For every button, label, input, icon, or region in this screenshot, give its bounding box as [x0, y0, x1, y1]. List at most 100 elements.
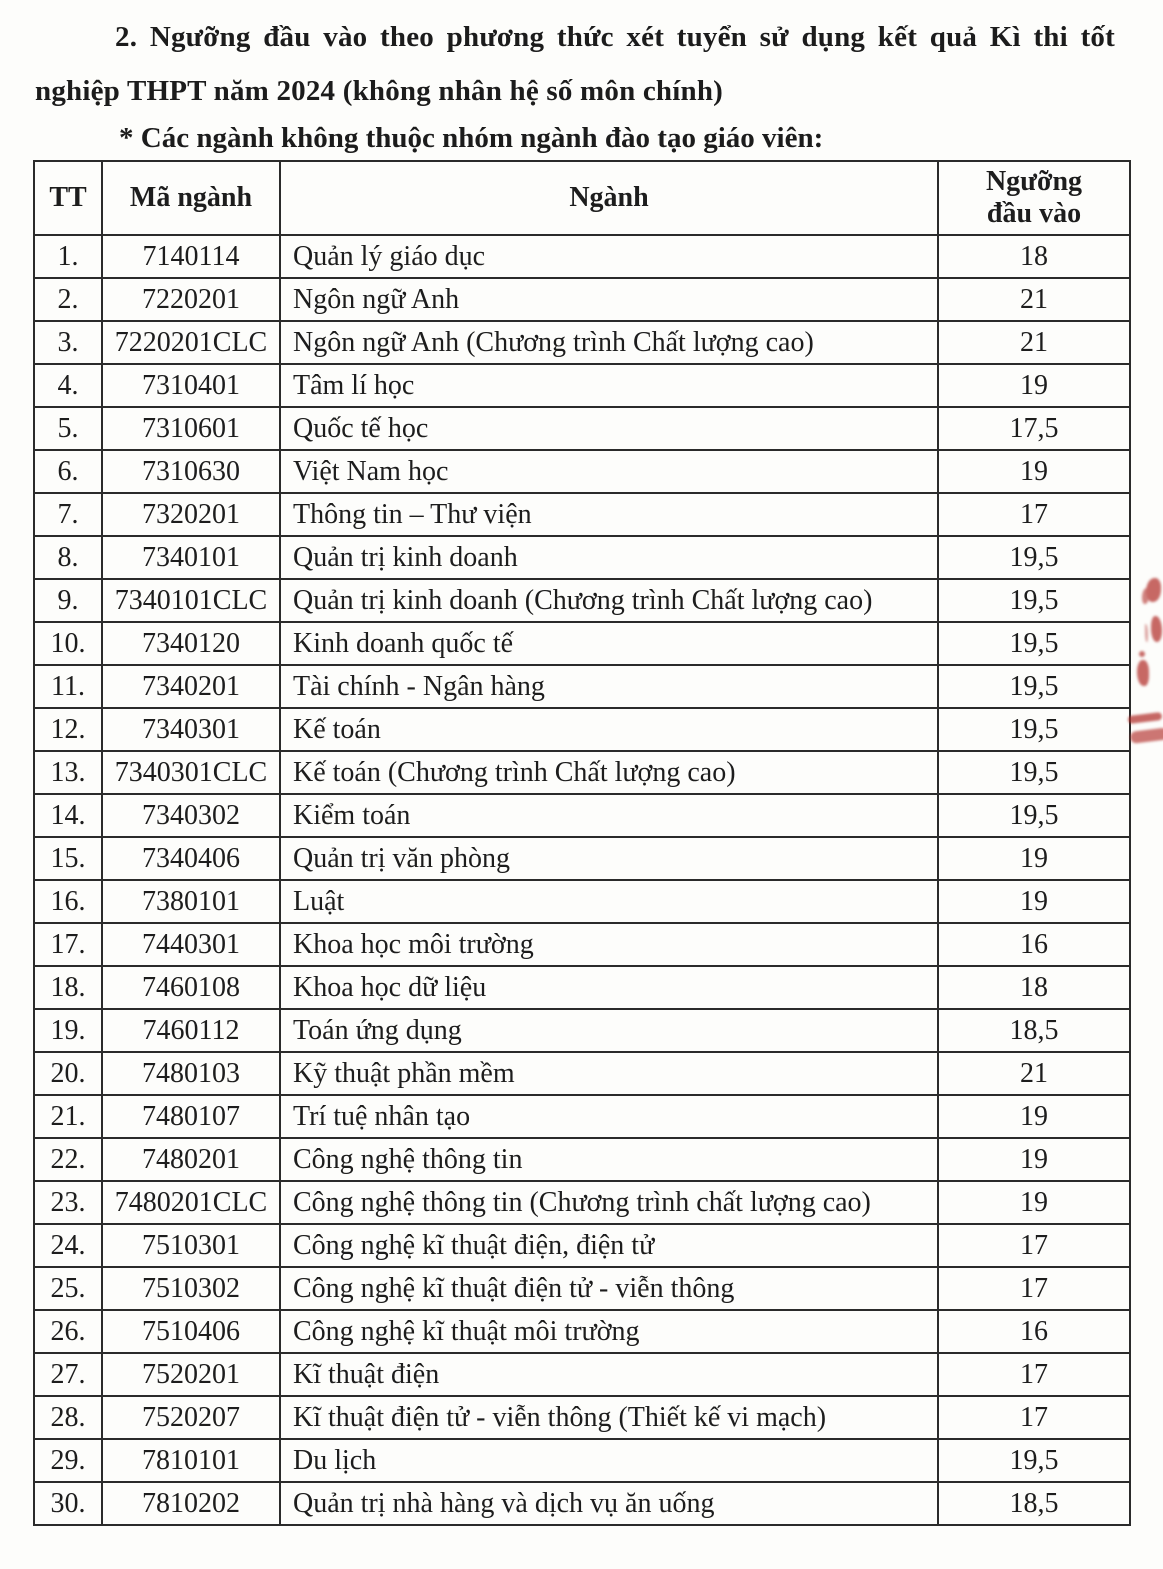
threshold-value: 21 — [937, 320, 1131, 365]
row-number: 15. — [33, 836, 103, 881]
table-row: 3. 7220201CLC Ngôn ngữ Anh (Chương trình C… — [33, 320, 1131, 365]
threshold-value: 17 — [937, 1352, 1131, 1397]
row-number: 5. — [33, 406, 103, 451]
major-name: Khoa học môi trường — [279, 922, 939, 967]
row-number: 29. — [33, 1438, 103, 1483]
non-teacher-majors-note: * Các ngành không thuộc nhóm ngành đào t… — [119, 122, 824, 154]
row-number: 22. — [33, 1137, 103, 1182]
major-name: Trí tuệ nhân tạo — [279, 1094, 939, 1139]
table-header: TT Mã ngành Ngành Ngưỡng đầu vào — [33, 160, 1131, 236]
threshold-value: 17 — [937, 1266, 1131, 1311]
threshold-value: 19,5 — [937, 578, 1131, 623]
table-row: 13. 7340301CLC Kế toán (Chương trình Chất … — [33, 750, 1131, 795]
table-header-row: TT Mã ngành Ngành Ngưỡng đầu vào — [33, 160, 1131, 236]
row-number: 6. — [33, 449, 103, 494]
table-row: 26. 7510406 Công nghệ kĩ thuật môi trường 1… — [33, 1309, 1131, 1354]
threshold-value: 16 — [937, 922, 1131, 967]
table-row: 4. 7310401 Tâm lí học 19 — [33, 363, 1131, 408]
row-number: 17. — [33, 922, 103, 967]
major-name: Quản trị kinh doanh (Chương trình Chất l… — [279, 578, 939, 623]
table-row: 14. 7340302 Kiểm toán 19,5 — [33, 793, 1131, 838]
threshold-value: 19,5 — [937, 750, 1131, 795]
threshold-value: 19 — [937, 1094, 1131, 1139]
major-name: Kinh doanh quốc tế — [279, 621, 939, 666]
major-code: 7440301 — [101, 922, 281, 967]
major-name: Kĩ thuật điện tử - viễn thông (Thiết kế … — [279, 1395, 939, 1440]
table-row: 10. 7340120 Kinh doanh quốc tế 19,5 — [33, 621, 1131, 666]
threshold-value: 17 — [937, 1223, 1131, 1268]
major-code: 7510302 — [101, 1266, 281, 1311]
table-row: 23. 7480201CLC Công nghệ thông tin (Chương… — [33, 1180, 1131, 1225]
major-code: 7320201 — [101, 492, 281, 537]
major-code: 7340120 — [101, 621, 281, 666]
red-ink-mark — [1146, 578, 1161, 602]
major-name: Quốc tế học — [279, 406, 939, 451]
header-major-code: Mã ngành — [101, 160, 281, 236]
major-code: 7340301 — [101, 707, 281, 752]
threshold-value: 21 — [937, 1051, 1131, 1096]
threshold-value: 18,5 — [937, 1481, 1131, 1526]
row-number: 30. — [33, 1481, 103, 1526]
major-code: 7310601 — [101, 406, 281, 451]
table-row: 20. 7480103 Kỹ thuật phần mềm 21 — [33, 1051, 1131, 1096]
row-number: 4. — [33, 363, 103, 408]
major-code: 7510406 — [101, 1309, 281, 1354]
major-name: Quản trị nhà hàng và dịch vụ ăn uống — [279, 1481, 939, 1526]
row-number: 12. — [33, 707, 103, 752]
row-number: 16. — [33, 879, 103, 924]
major-name: Kỹ thuật phần mềm — [279, 1051, 939, 1096]
row-number: 3. — [33, 320, 103, 365]
header-threshold-line2: đầu vào — [986, 198, 1082, 229]
header-threshold: Ngưỡng đầu vào — [937, 160, 1131, 236]
major-code: 7380101 — [101, 879, 281, 924]
table-row: 30. 7810202 Quản trị nhà hàng và dịch vụ ă… — [33, 1481, 1131, 1526]
major-code: 7810202 — [101, 1481, 281, 1526]
table-row: 6. 7310630 Việt Nam học 19 — [33, 449, 1131, 494]
table-row: 1. 7140114 Quản lý giáo dục 18 — [33, 234, 1131, 279]
section-heading: 2. Ngưỡng đầu vào theo phương thức xét t… — [35, 10, 1115, 118]
table-row: 17. 7440301 Khoa học môi trường 16 — [33, 922, 1131, 967]
table-row: 15. 7340406 Quản trị văn phòng 19 — [33, 836, 1131, 881]
row-number: 14. — [33, 793, 103, 838]
row-number: 20. — [33, 1051, 103, 1096]
threshold-value: 19 — [937, 1180, 1131, 1225]
table-row: 5. 7310601 Quốc tế học 17,5 — [33, 406, 1131, 451]
row-number: 7. — [33, 492, 103, 537]
header-major-name: Ngành — [279, 160, 939, 236]
threshold-value: 17,5 — [937, 406, 1131, 451]
major-code: 7340302 — [101, 793, 281, 838]
threshold-value: 19,5 — [937, 621, 1131, 666]
threshold-value: 19 — [937, 1137, 1131, 1182]
major-name: Ngôn ngữ Anh — [279, 277, 939, 322]
table-row: 29. 7810101 Du lịch 19,5 — [33, 1438, 1131, 1483]
threshold-value: 19,5 — [937, 1438, 1131, 1483]
threshold-value: 18 — [937, 234, 1131, 279]
major-name: Quản trị văn phòng — [279, 836, 939, 881]
threshold-value: 21 — [937, 277, 1131, 322]
table-row: 25. 7510302 Công nghệ kĩ thuật điện tử - v… — [33, 1266, 1131, 1311]
table-row: 24. 7510301 Công nghệ kĩ thuật điện, điện … — [33, 1223, 1131, 1268]
table-row: 8. 7340101 Quản trị kinh doanh 19,5 — [33, 535, 1131, 580]
major-code: 7310401 — [101, 363, 281, 408]
threshold-value: 19 — [937, 363, 1131, 408]
major-name: Tài chính - Ngân hàng — [279, 664, 939, 709]
threshold-value: 19 — [937, 879, 1131, 924]
major-name: Kế toán — [279, 707, 939, 752]
threshold-value: 19,5 — [937, 535, 1131, 580]
major-code: 7340101 — [101, 535, 281, 580]
table-row: 9. 7340101CLC Quản trị kinh doanh (Chương … — [33, 578, 1131, 623]
major-name: Thông tin – Thư viện — [279, 492, 939, 537]
row-number: 25. — [33, 1266, 103, 1311]
major-name: Công nghệ thông tin — [279, 1137, 939, 1182]
major-name: Quản trị kinh doanh — [279, 535, 939, 580]
row-number: 26. — [33, 1309, 103, 1354]
major-name: Kế toán (Chương trình Chất lượng cao) — [279, 750, 939, 795]
red-ink-mark — [1137, 651, 1149, 686]
major-code: 7480201CLC — [101, 1180, 281, 1225]
major-code: 7220201 — [101, 277, 281, 322]
threshold-value: 18,5 — [937, 1008, 1131, 1053]
major-name: Công nghệ kĩ thuật điện, điện tử — [279, 1223, 939, 1268]
table-row: 12. 7340301 Kế toán 19,5 — [33, 707, 1131, 752]
major-code: 7460112 — [101, 1008, 281, 1053]
